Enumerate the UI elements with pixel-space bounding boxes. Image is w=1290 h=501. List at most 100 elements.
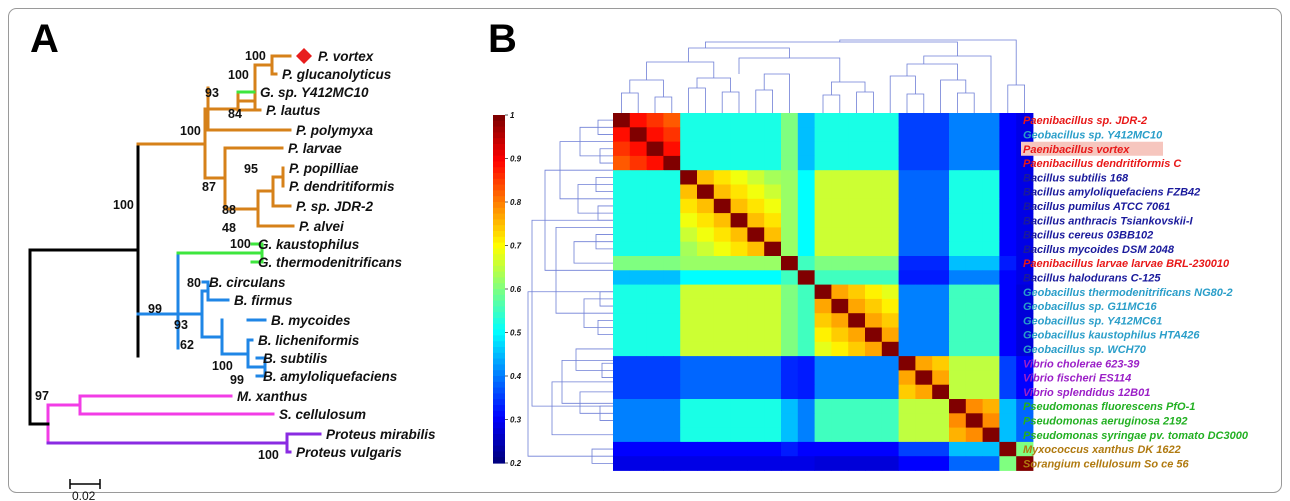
heatmap-cell [999,313,1017,328]
heatmap-cell [680,384,698,400]
heatmap-cell [781,155,799,171]
heatmap-cell [982,356,1000,371]
colorbar-band [493,434,505,441]
heatmap-cell [881,113,899,128]
heatmap-cell [965,427,983,443]
heatmap-cell [747,155,765,171]
colorbar-band [493,358,505,365]
bootstrap-value: 48 [222,221,236,235]
heatmap-cell [965,327,983,343]
heatmap-cell [713,413,731,428]
heatmap-cell [949,184,967,200]
heatmap-cell [965,356,983,371]
colorbar-band [493,161,505,168]
heatmap-cell [713,370,731,386]
heatmap-cell [965,113,983,128]
heatmap-cell [814,327,832,343]
heatmap-cell [814,298,832,314]
heatmap-cell [713,356,731,371]
heatmap-cell [713,313,731,328]
heatmap-cell [814,356,832,371]
heatmap-cell [848,256,866,271]
colorbar-band [493,184,505,191]
heatmap-cell [965,341,983,357]
heatmap-cell [932,127,950,142]
diamond-icon [296,48,312,64]
bootstrap-value: 95 [244,162,258,176]
heatmap-cell [797,141,815,157]
heatmap-cell [663,184,681,200]
heatmap-cell [797,356,815,371]
heatmap-cell [730,270,748,285]
colorbar-band [493,457,505,464]
heatmap-cell [680,327,698,343]
heatmap-cell [613,327,631,343]
heatmap-cell [646,241,664,257]
heatmap-cell [1016,256,1034,271]
heatmap-cell [646,327,664,343]
taxon-label: Proteus vulgaris [296,445,402,460]
bootstrap-value: 100 [228,68,249,82]
heatmap-cell [848,384,866,400]
heatmap-cell [797,456,815,471]
heatmap-cell [697,327,715,343]
colorbar-band [493,428,505,435]
heatmap-cell [680,155,698,171]
heatmap-cell [965,227,983,243]
heatmap-cell [781,441,799,457]
taxon-label: P. alvei [299,219,344,234]
colorbar-band [493,144,505,151]
heatmap-cell [814,170,832,185]
heatmap-cell [831,127,849,142]
heatmap-cell [747,241,765,257]
heatmap-cell [999,413,1017,428]
heatmap-cell [915,198,933,214]
heatmap-cell [797,198,815,214]
colorbar-tick-label: 0.2 [510,459,522,468]
colorbar-band [493,329,505,336]
heatmap-cell [797,298,815,314]
heatmap-cell [814,313,832,328]
heatmap-cell [713,298,731,314]
bootstrap-value: 62 [180,338,194,352]
heatmap-cell [831,413,849,428]
colorbar-band [493,399,505,406]
colorbar-band [493,410,505,418]
heatmap-cell [713,327,731,343]
heatmap-cell [915,313,933,328]
heatmap-cell [764,313,782,328]
heatmap-cell [646,298,664,314]
heatmap-cell [932,141,950,157]
heatmap-cell [697,413,715,428]
heatmap-cell [898,413,916,428]
heatmap-cell [932,184,950,200]
similarity-heatmap [613,113,1034,471]
heatmap-cell [747,284,765,300]
heatmap-cell [680,241,698,257]
colorbar-tick-label: 0.8 [510,198,522,207]
heatmap-cell [915,184,933,200]
heatmap-cell [613,456,631,471]
heatmap-cell [764,198,782,214]
colorbar-band [493,364,505,371]
heatmap-cell [814,213,832,228]
heatmap-cell [663,141,681,157]
colorbar-band [493,190,505,197]
heatmap-cell [831,270,849,285]
heatmap-cell [697,256,715,271]
heatmap-cell [613,170,631,185]
heatmap-cell [881,441,899,457]
heatmap-cell [949,213,967,228]
colorbar: 1 0.9 0.8 0.7 0.6 0.5 0.4 0.3 0.2 [493,111,522,468]
dendrogram-link [629,79,664,97]
heatmap-cell [797,270,815,285]
heatmap-cell [629,356,647,371]
heatmap-cell [680,256,698,271]
heatmap-cell [663,456,681,471]
heatmap-cell [881,213,899,228]
heatmap-cell [730,284,748,300]
colorbar-band [493,231,505,238]
strain-label: Vibrio splendidus 12B01 [1023,387,1150,399]
heatmap-cell [848,456,866,471]
heatmap-cell [747,313,765,328]
